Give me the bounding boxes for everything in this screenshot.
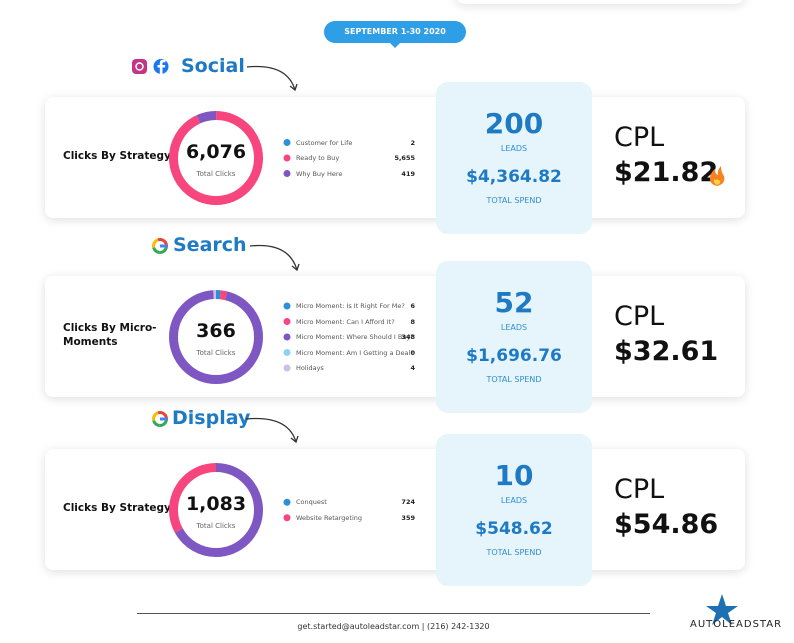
donut-segment xyxy=(169,111,263,205)
donut-segment xyxy=(169,290,263,384)
donut-total-label: Total Clicks xyxy=(196,522,236,530)
brand: AUTOLEADSTAR xyxy=(690,619,783,630)
google-arc xyxy=(152,238,159,248)
donut-segment xyxy=(169,463,263,557)
legend-value: 0 xyxy=(410,348,415,357)
legend-label: Micro Moment: Where Should I Buy? xyxy=(296,333,414,341)
leads: 52 xyxy=(494,286,534,319)
google-arc xyxy=(159,246,168,254)
donut-total: 1,083 xyxy=(185,493,247,515)
spend-label: TOTAL SPEND xyxy=(486,375,542,384)
legend-label: Micro Moment: Am I Getting a Deal? xyxy=(296,348,414,357)
legend-value: 4 xyxy=(410,364,415,372)
instagram-icon xyxy=(132,59,147,74)
google-arc xyxy=(152,246,161,254)
date-badge: SEPTEMBER 1-30 2020 xyxy=(324,21,466,43)
legend-label: Why Buy Here xyxy=(296,169,343,178)
card xyxy=(45,276,745,397)
legend-dot xyxy=(283,302,291,310)
logo-star xyxy=(706,594,738,625)
flame-core xyxy=(713,179,721,185)
summary-box xyxy=(436,82,592,234)
heading-arrow xyxy=(245,417,297,443)
legend-value: 8 xyxy=(410,317,415,326)
leads: 200 xyxy=(484,107,544,140)
card xyxy=(45,449,745,570)
donut-total: 6,076 xyxy=(185,141,247,163)
spend: $4,364.82 xyxy=(466,167,562,187)
google-arc xyxy=(152,411,159,421)
arrow-head xyxy=(291,263,300,272)
legend-dot xyxy=(283,333,291,341)
footer-contact: get.started@autoleadstar.com | (216) 242… xyxy=(297,622,490,631)
section-heading: Search xyxy=(173,234,247,256)
badge-pointer xyxy=(389,42,401,48)
spend: $548.62 xyxy=(475,519,553,539)
cpl-label: CPL xyxy=(614,122,665,153)
legend-label: Micro Moment: Can I Afford It? xyxy=(296,317,395,326)
legend-dot xyxy=(283,318,291,325)
google-arc xyxy=(157,238,166,243)
legend-label: Ready to Buy xyxy=(296,154,340,162)
legend-dot xyxy=(283,170,291,177)
legend-value: 6 xyxy=(410,302,415,310)
section-heading: Display xyxy=(172,407,251,429)
spend: $1,696.76 xyxy=(466,346,562,366)
cpl-label: CPL xyxy=(614,474,665,505)
instagram-lens xyxy=(135,62,144,71)
legend-dot xyxy=(283,349,291,356)
legend-dot xyxy=(283,514,291,522)
donut-total-label: Total Clicks xyxy=(196,170,236,178)
donut-total-label: Total Clicks xyxy=(196,349,236,357)
chart-title: Clicks By Micro-Moments xyxy=(63,322,157,348)
legend-value: 724 xyxy=(401,498,415,507)
card xyxy=(45,97,745,218)
section-heading: Social xyxy=(181,55,245,77)
flame-icon xyxy=(709,166,725,186)
cpl: $54.86 xyxy=(614,509,719,540)
arrow-head xyxy=(290,435,299,444)
legend-value: 348 xyxy=(401,333,415,341)
chart-title: Clicks By Strategy xyxy=(63,150,171,162)
spend-label: TOTAL SPEND xyxy=(486,548,542,557)
legend-label: Conquest xyxy=(296,498,327,507)
cpl-label: CPL xyxy=(614,301,665,332)
summary-box xyxy=(436,434,592,586)
cpl: $21.82 xyxy=(614,157,719,188)
leads: 10 xyxy=(494,459,534,492)
arrow-head xyxy=(289,83,298,92)
donut-segment xyxy=(169,111,263,205)
legend-value: 2 xyxy=(410,138,415,147)
heading-arrow xyxy=(246,65,296,91)
google-arc xyxy=(152,419,161,427)
footer-rule xyxy=(137,613,650,614)
spend-label: TOTAL SPEND xyxy=(486,196,542,205)
facebook-f xyxy=(157,59,166,74)
summary-box xyxy=(436,261,592,413)
legend-label: Website Retargeting xyxy=(296,513,363,522)
legend-value: 5,655 xyxy=(394,154,415,162)
donut-segment xyxy=(169,290,263,384)
google-arc xyxy=(157,411,166,416)
chart-title: Clicks By Strategy xyxy=(63,502,171,514)
heading-arrow xyxy=(249,244,298,271)
legend-value: 419 xyxy=(401,169,415,178)
google-arc xyxy=(159,419,168,427)
legend-label: Customer for Life xyxy=(296,138,353,147)
legend-label: Micro Moment: Is It Right For Me? xyxy=(296,302,405,310)
legend-label: Holidays xyxy=(296,364,324,372)
leads-label: LEADS xyxy=(500,323,528,332)
cpl: $32.61 xyxy=(614,336,719,367)
legend-value: 359 xyxy=(401,513,415,522)
leads-label: LEADS xyxy=(500,144,528,153)
legend-dot xyxy=(283,498,291,506)
legend-dot xyxy=(283,139,291,146)
legend-dot xyxy=(283,364,291,372)
legend-dot xyxy=(283,154,291,162)
leads-label: LEADS xyxy=(500,496,528,505)
donut-total: 366 xyxy=(196,320,236,342)
